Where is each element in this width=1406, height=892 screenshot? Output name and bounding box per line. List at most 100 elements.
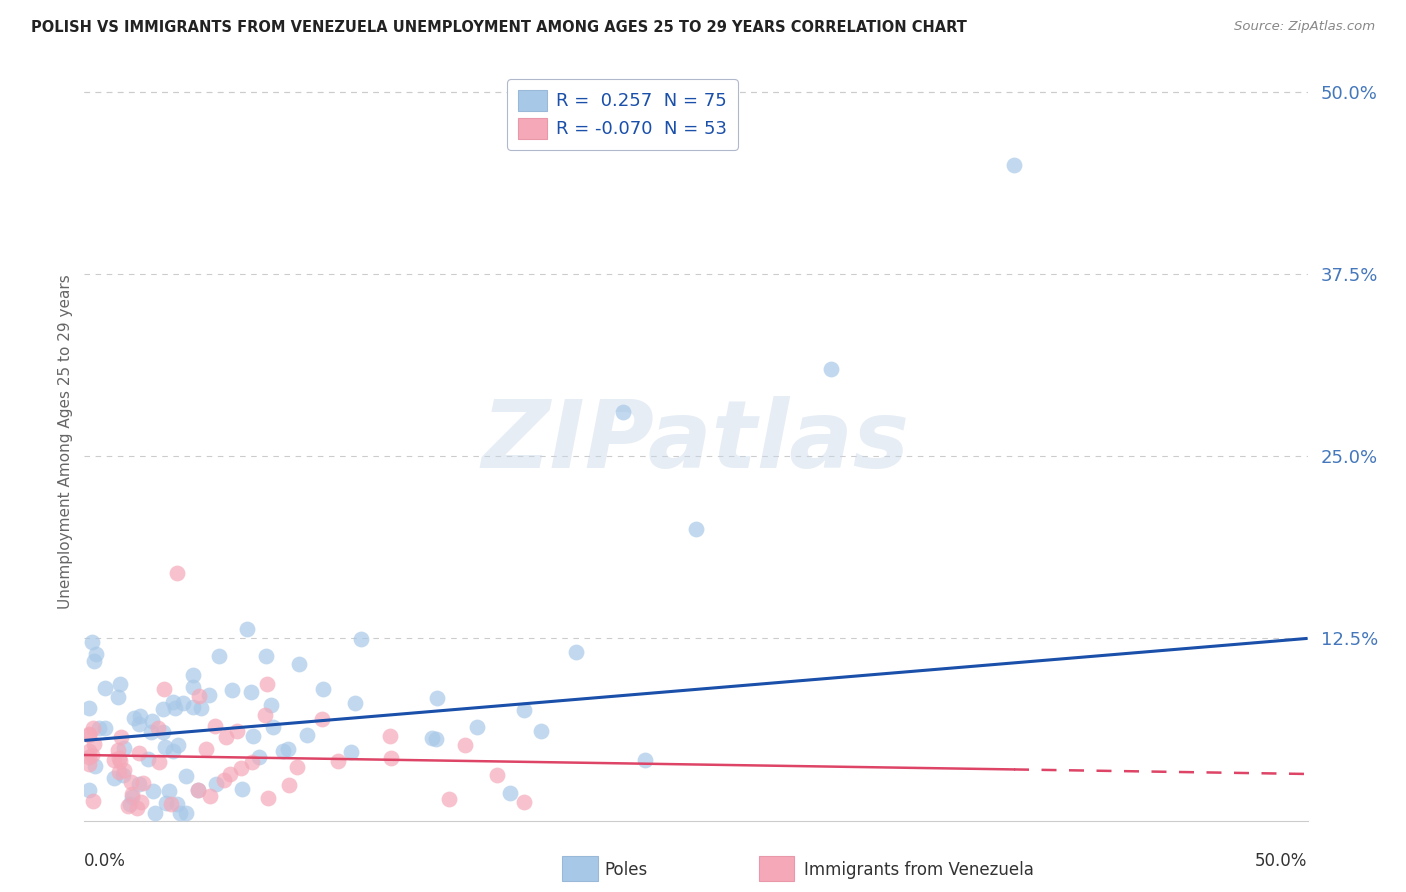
Point xyxy=(242,729,264,743)
Point xyxy=(77,749,100,764)
Point xyxy=(295,728,318,742)
Point xyxy=(205,777,228,791)
Point xyxy=(82,635,104,649)
Point xyxy=(612,405,634,419)
Point xyxy=(128,709,150,723)
Point xyxy=(131,795,153,809)
Point xyxy=(499,786,522,800)
Point xyxy=(198,688,221,702)
Point xyxy=(454,738,477,752)
Point xyxy=(420,731,443,745)
Point xyxy=(84,758,107,772)
Text: Immigrants from Venezuela: Immigrants from Venezuela xyxy=(804,861,1033,879)
Point xyxy=(108,754,131,768)
Point xyxy=(121,789,143,804)
Point xyxy=(1002,157,1025,171)
Point xyxy=(152,702,174,716)
Point xyxy=(513,703,536,717)
Point xyxy=(260,698,283,713)
Point xyxy=(112,763,135,777)
Point xyxy=(254,708,277,723)
Point xyxy=(128,746,150,760)
Point xyxy=(153,681,176,696)
Point xyxy=(229,761,252,775)
Point xyxy=(278,778,301,792)
Point xyxy=(513,795,536,809)
Point xyxy=(77,728,100,742)
Point xyxy=(247,750,270,764)
Point xyxy=(240,755,263,769)
Point xyxy=(166,566,188,580)
Point xyxy=(188,689,211,703)
Point xyxy=(311,713,333,727)
Point xyxy=(162,744,184,758)
Point xyxy=(125,801,148,815)
Point xyxy=(121,787,143,801)
Point xyxy=(82,794,104,808)
Point xyxy=(183,680,205,694)
Point xyxy=(77,744,100,758)
Point xyxy=(141,714,163,728)
Point xyxy=(103,753,125,767)
Point xyxy=(340,745,363,759)
Point xyxy=(437,792,460,806)
Point xyxy=(152,725,174,739)
Point xyxy=(218,767,240,781)
Point xyxy=(426,691,449,706)
Point xyxy=(148,756,170,770)
Point xyxy=(162,695,184,709)
Point xyxy=(271,744,294,758)
Point xyxy=(172,696,194,710)
Point xyxy=(820,361,842,376)
Point xyxy=(120,797,142,811)
Point xyxy=(142,784,165,798)
Point xyxy=(565,645,588,659)
Point xyxy=(326,755,349,769)
Point xyxy=(107,743,129,757)
Point xyxy=(77,757,100,772)
Point xyxy=(633,753,655,767)
Point xyxy=(204,719,226,733)
Text: Poles: Poles xyxy=(605,861,648,879)
Point xyxy=(288,657,311,671)
Point xyxy=(187,783,209,797)
Point xyxy=(108,764,131,779)
Point xyxy=(112,741,135,756)
Point xyxy=(111,768,134,782)
Point xyxy=(143,806,166,821)
Point xyxy=(212,772,235,787)
Point xyxy=(148,722,170,736)
Point xyxy=(77,701,100,715)
Point xyxy=(107,690,129,704)
Point xyxy=(425,732,447,747)
Point xyxy=(141,724,163,739)
Point xyxy=(257,791,280,805)
Point xyxy=(155,797,177,811)
Point xyxy=(83,655,105,669)
Point xyxy=(221,682,243,697)
Point xyxy=(108,677,131,691)
Point xyxy=(157,784,180,798)
Point xyxy=(136,752,159,766)
Point xyxy=(380,751,402,765)
Point xyxy=(181,667,204,681)
Point xyxy=(103,771,125,785)
Point xyxy=(312,681,335,696)
Point xyxy=(240,685,263,699)
Text: ZIPatlas: ZIPatlas xyxy=(482,395,910,488)
Point xyxy=(181,699,204,714)
Point xyxy=(208,648,231,663)
Point xyxy=(163,701,186,715)
Point xyxy=(166,797,188,811)
Point xyxy=(169,806,191,821)
Point xyxy=(80,748,103,763)
Point xyxy=(235,622,257,636)
Point xyxy=(231,782,253,797)
Point xyxy=(128,777,150,791)
Point xyxy=(128,716,150,731)
Point xyxy=(187,783,209,797)
Point xyxy=(84,647,107,661)
Point xyxy=(215,730,238,744)
Text: 50.0%: 50.0% xyxy=(1256,852,1308,870)
Point xyxy=(530,724,553,739)
